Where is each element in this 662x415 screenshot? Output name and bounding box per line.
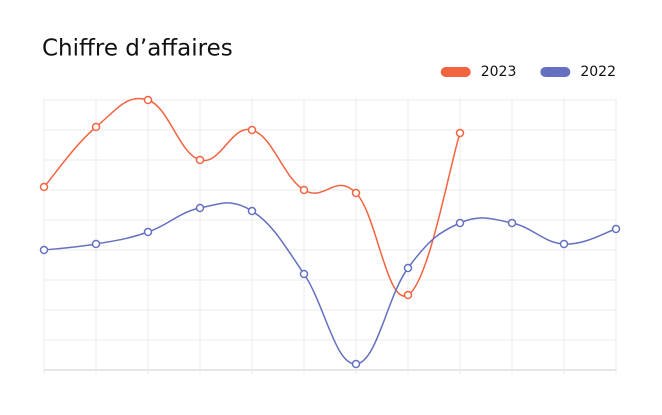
- legend-label: 2023: [481, 64, 517, 80]
- point: [247, 125, 257, 135]
- point: [143, 227, 153, 237]
- point: [91, 239, 101, 249]
- point: [507, 218, 517, 228]
- point: [351, 188, 361, 198]
- point: [455, 128, 465, 138]
- legend-swatch: [540, 67, 571, 77]
- point: [91, 122, 101, 132]
- point: [455, 218, 465, 228]
- point: [39, 245, 49, 255]
- point: [195, 155, 205, 165]
- point: [195, 203, 205, 213]
- point: [247, 206, 257, 216]
- point: [403, 263, 413, 273]
- legend-swatch: [440, 67, 471, 77]
- point: [143, 95, 153, 105]
- chart-title: Chiffre d’affaires: [42, 36, 233, 62]
- point: [39, 182, 49, 192]
- point: [299, 185, 309, 195]
- point: [351, 359, 361, 369]
- point: [299, 269, 309, 279]
- legend-label: 2022: [580, 64, 616, 80]
- point: [403, 290, 413, 300]
- point: [559, 239, 569, 249]
- point: [611, 224, 621, 234]
